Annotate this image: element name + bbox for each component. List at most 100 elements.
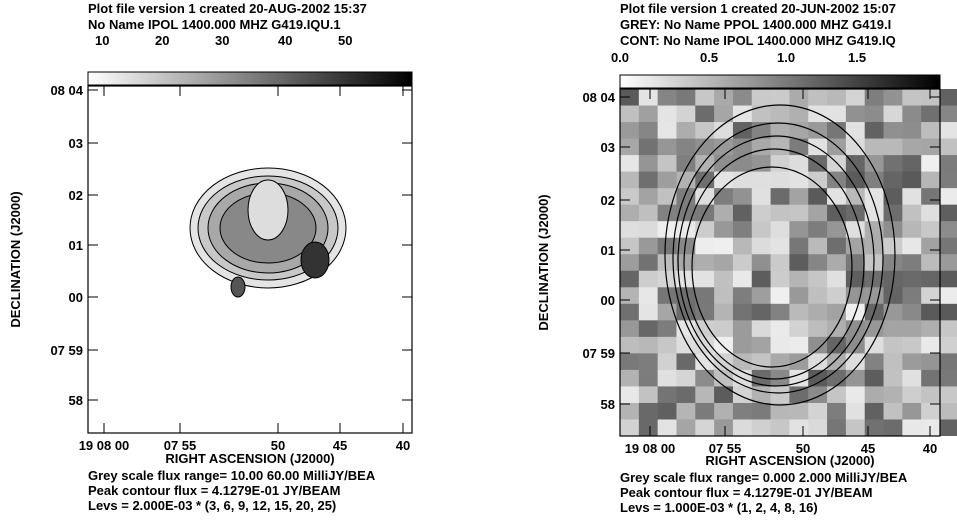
- pixel: [732, 287, 753, 305]
- pixel: [789, 287, 809, 305]
- pixel: [732, 155, 753, 173]
- pixel: [620, 369, 640, 387]
- pixel: [732, 188, 753, 206]
- pixel: [657, 237, 677, 255]
- pixel: [676, 89, 696, 107]
- pixel: [789, 221, 809, 239]
- pixel: [676, 105, 696, 123]
- pixel: [732, 254, 753, 272]
- pixel: [657, 89, 677, 107]
- pixel: [902, 303, 922, 321]
- pixel: [864, 105, 885, 123]
- pixel: [940, 336, 957, 354]
- pixel: [921, 336, 941, 354]
- pixel: [845, 171, 866, 189]
- pixel: [940, 89, 957, 107]
- pixel: [638, 204, 659, 222]
- grey-wedge: [87, 71, 413, 86]
- pixel: [883, 122, 903, 140]
- pixel: [732, 270, 753, 288]
- pixel: [695, 188, 715, 206]
- pixel: [770, 138, 790, 156]
- pixel: [789, 303, 809, 321]
- pixel: [751, 105, 772, 123]
- pixel: [695, 287, 715, 305]
- pixel: [808, 204, 828, 222]
- pixel: [620, 353, 640, 371]
- pixel: [940, 155, 957, 173]
- pixel: [883, 336, 903, 354]
- pixel: [845, 419, 866, 436]
- pixel: [770, 204, 790, 222]
- pixel: [827, 320, 847, 338]
- pixel: [789, 336, 809, 354]
- wedge-label: 0.5: [700, 50, 718, 65]
- pixel: [751, 270, 772, 288]
- pixel: [827, 122, 847, 140]
- pixel: [883, 353, 903, 371]
- pixel: [657, 369, 677, 387]
- pixel: [808, 89, 828, 107]
- panel: [620, 89, 957, 436]
- pixel: [940, 303, 957, 321]
- pixel: [751, 419, 772, 436]
- pixel: [676, 336, 696, 354]
- pixel: [827, 237, 847, 255]
- pixel: [732, 105, 753, 123]
- pixel: [808, 320, 828, 338]
- pixel: [751, 402, 772, 420]
- pixel: [714, 386, 734, 404]
- pixel: [921, 386, 941, 404]
- x-tick-label: 07 55: [164, 438, 197, 453]
- footer-line: Levs = 2.000E-03 * (3, 6, 9, 12, 15, 20,…: [88, 498, 336, 513]
- pixel: [638, 254, 659, 272]
- pixel: [883, 320, 903, 338]
- pixel: [864, 204, 885, 222]
- pixel: [902, 138, 922, 156]
- pixel: [620, 237, 640, 255]
- pixel: [676, 138, 696, 156]
- pixel: [770, 221, 790, 239]
- header-line: No Name IPOL 1400.000 MHZ G419.IQU.1: [88, 17, 341, 32]
- wedge-label: 0.0: [611, 50, 629, 65]
- y-tick-label: 02: [601, 193, 615, 208]
- pixel: [883, 237, 903, 255]
- pixel: [902, 386, 922, 404]
- x-tick-label: 50: [271, 438, 285, 453]
- pixel: [770, 171, 790, 189]
- pixel: [808, 386, 828, 404]
- plot-frame: [87, 85, 413, 434]
- pixel: [695, 122, 715, 140]
- footer-line: Peak contour flux = 4.1279E-01 JY/BEAM: [620, 485, 873, 500]
- pixel: [695, 353, 715, 371]
- pixel: [638, 188, 659, 206]
- pixel: [921, 221, 941, 239]
- pixel: [657, 336, 677, 354]
- pixel: [638, 171, 659, 189]
- panel-text: Plot file version 1 created 20-JUN-2002 …: [536, 1, 941, 515]
- pixel: [921, 237, 941, 255]
- pixel: [620, 221, 640, 239]
- pixel: [902, 171, 922, 189]
- pixel: [883, 138, 903, 156]
- pixel: [676, 254, 696, 272]
- x-tick-label: 50: [796, 441, 810, 456]
- footer-line: Grey scale flux range= 10.00 60.00 Milli…: [88, 468, 376, 483]
- pixel: [638, 369, 659, 387]
- pixel: [770, 419, 790, 436]
- pixel: [940, 204, 957, 222]
- pixel: [676, 402, 696, 420]
- pixel: [808, 402, 828, 420]
- pixel: [695, 138, 715, 156]
- contour: [677, 135, 875, 387]
- pixel: [845, 188, 866, 206]
- pixel: [902, 353, 922, 371]
- x-tick-label: 40: [396, 438, 410, 453]
- pixel: [808, 270, 828, 288]
- pixel: [827, 353, 847, 371]
- pixel: [714, 221, 734, 239]
- pixel: [902, 369, 922, 387]
- pixel: [921, 155, 941, 173]
- pixel: [921, 122, 941, 140]
- pixel: [732, 402, 753, 420]
